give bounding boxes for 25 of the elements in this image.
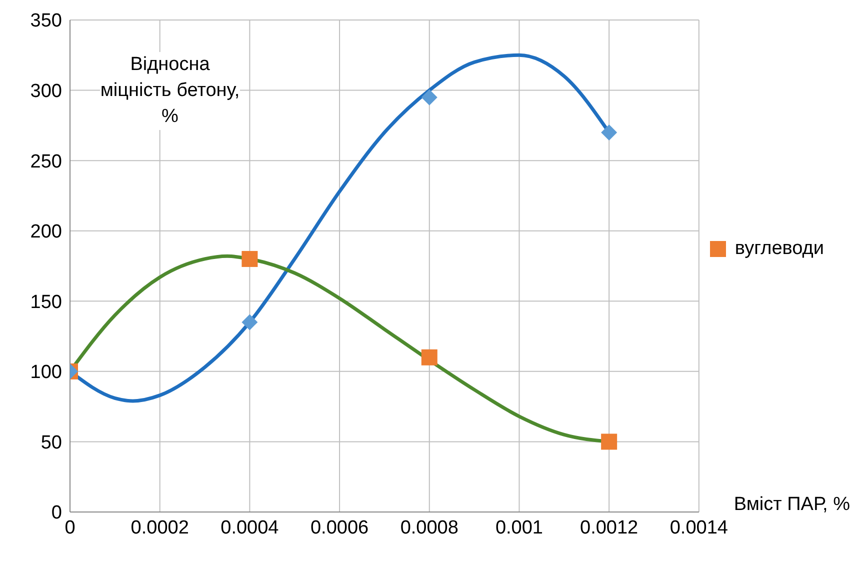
point xyxy=(421,89,438,106)
x-tick-label: 0.0008 xyxy=(400,517,458,538)
y-axis-title: Відносна міцність бетону, % xyxy=(100,52,240,130)
x-tick-label: 0.0014 xyxy=(670,517,728,538)
y-tick-label: 300 xyxy=(30,81,62,102)
y-tick-label: 250 xyxy=(30,151,62,172)
point xyxy=(421,349,438,366)
x-tick-label: 0 xyxy=(64,517,76,538)
y-tick-label: 350 xyxy=(30,10,62,32)
y-tick-label: 50 xyxy=(40,432,62,454)
x-tick-label: 0.0006 xyxy=(310,517,369,538)
y-tick-label: 150 xyxy=(30,292,62,313)
point xyxy=(242,314,258,330)
y-tick-label: 100 xyxy=(30,362,62,384)
y-tick-label: 200 xyxy=(30,222,62,243)
point xyxy=(601,124,618,140)
x-tick-label: 0.0002 xyxy=(130,517,189,538)
y-tick-label: 0 xyxy=(51,502,62,524)
point xyxy=(242,250,258,267)
legend-label: вуглеводи xyxy=(734,238,824,260)
x-tick-label: 0.0004 xyxy=(220,517,280,538)
x-tick-label: 0.001 xyxy=(495,517,544,538)
x-axis-title: Вміст ПАР, % xyxy=(734,494,850,516)
point xyxy=(601,434,618,450)
x-tick-label: 0.0012 xyxy=(580,517,638,538)
